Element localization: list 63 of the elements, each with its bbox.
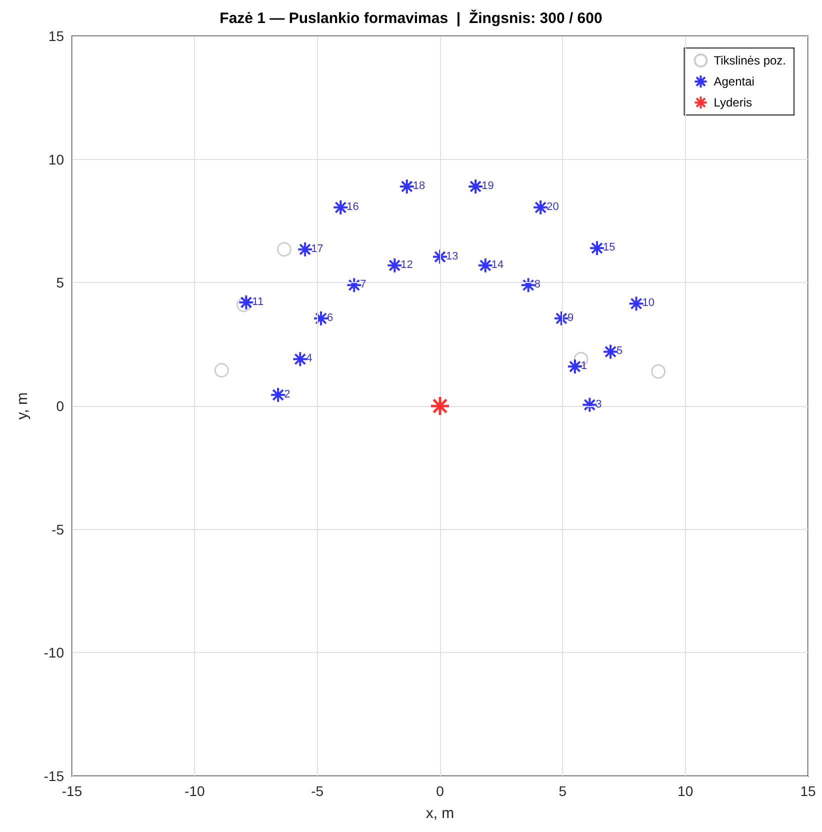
annotation: 17 — [311, 242, 324, 255]
point — [214, 362, 229, 378]
legend-label: Agentai — [714, 74, 754, 88]
point — [532, 199, 549, 216]
annotation: 11 — [252, 296, 264, 308]
point — [468, 178, 484, 194]
point — [386, 257, 403, 274]
annotation: 16 — [346, 200, 359, 213]
point — [582, 396, 598, 413]
x-tick-label: 0 — [436, 783, 444, 799]
annotation: 13 — [446, 250, 458, 262]
x-axis-title: x, m — [426, 805, 454, 822]
x-tick-label: 15 — [800, 783, 816, 799]
point — [276, 242, 292, 257]
y-tick-label: -5 — [52, 521, 64, 538]
x-tick-label: 5 — [558, 783, 567, 799]
y-tick-label: 0 — [56, 398, 64, 414]
annotation: 12 — [400, 258, 413, 271]
point — [520, 277, 536, 294]
point — [236, 298, 251, 312]
point — [297, 241, 314, 258]
annotation: 15 — [603, 242, 616, 254]
y-tick-label: -10 — [44, 644, 64, 661]
annotation: 6 — [327, 312, 334, 324]
point — [651, 364, 666, 379]
point — [346, 277, 362, 294]
point — [270, 386, 286, 403]
point — [553, 310, 570, 326]
y-tick-label: -15 — [44, 768, 64, 784]
annotation: 18 — [412, 180, 426, 192]
annotation: 3 — [596, 398, 602, 410]
point — [589, 240, 606, 256]
y-axis-title: y, m — [14, 392, 31, 420]
annotation: 1 — [580, 360, 588, 372]
y-tick-label: 5 — [56, 274, 64, 291]
annotation: 19 — [482, 180, 494, 192]
annotation: 4 — [306, 352, 312, 365]
annotation: 5 — [616, 345, 623, 358]
legend-label: Lyderis — [714, 96, 752, 110]
y-tick-label: 15 — [48, 28, 64, 44]
legend-label: Tikslinės poz. — [714, 54, 786, 68]
annotation: 7 — [360, 278, 366, 291]
x-tick-label: -5 — [311, 783, 324, 799]
point — [432, 248, 448, 265]
point — [332, 199, 349, 216]
point — [566, 358, 583, 375]
point — [238, 294, 254, 310]
point — [628, 296, 644, 312]
annotation: 20 — [546, 200, 559, 213]
annotation: 8 — [534, 278, 540, 291]
point — [477, 257, 494, 274]
x-tick-label: -10 — [184, 783, 205, 799]
annotation: 2 — [284, 388, 290, 400]
annotation: 10 — [642, 297, 655, 310]
point — [313, 310, 330, 326]
y-tick-label: 10 — [48, 151, 64, 168]
point — [602, 344, 619, 360]
chart-title: Fazė 1 — Puslankio formavimas | Žingsnis: 300 / 600 — [220, 9, 602, 27]
x-tick-label: 10 — [678, 783, 694, 799]
annotation: 14 — [491, 258, 504, 271]
annotation: 9 — [567, 312, 574, 324]
point — [398, 178, 415, 194]
point — [430, 396, 450, 416]
